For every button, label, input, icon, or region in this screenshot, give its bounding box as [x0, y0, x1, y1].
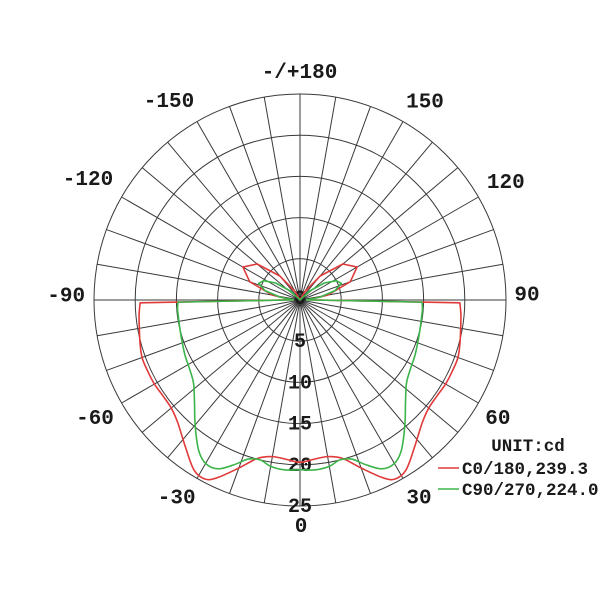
svg-text:-90: -90: [47, 286, 85, 309]
svg-text:-60: -60: [76, 408, 114, 431]
svg-text:10: 10: [288, 372, 312, 395]
svg-text:C0/180,239.3: C0/180,239.3: [462, 460, 588, 480]
svg-text:-120: -120: [63, 169, 113, 192]
svg-text:0: 0: [295, 516, 308, 539]
svg-text:-150: -150: [144, 91, 194, 114]
svg-text:60: 60: [485, 408, 510, 431]
svg-text:20: 20: [288, 455, 312, 478]
svg-text:-/+180: -/+180: [262, 62, 338, 85]
svg-text:30: 30: [406, 487, 431, 510]
svg-text:-30: -30: [158, 487, 196, 510]
svg-text:150: 150: [406, 92, 444, 115]
svg-text:UNIT:cd: UNIT:cd: [491, 437, 565, 457]
svg-text:90: 90: [514, 285, 539, 308]
svg-text:120: 120: [487, 172, 525, 195]
svg-text:15: 15: [288, 414, 312, 437]
svg-text:5: 5: [294, 331, 306, 354]
svg-text:C90/270,224.0: C90/270,224.0: [462, 481, 599, 501]
